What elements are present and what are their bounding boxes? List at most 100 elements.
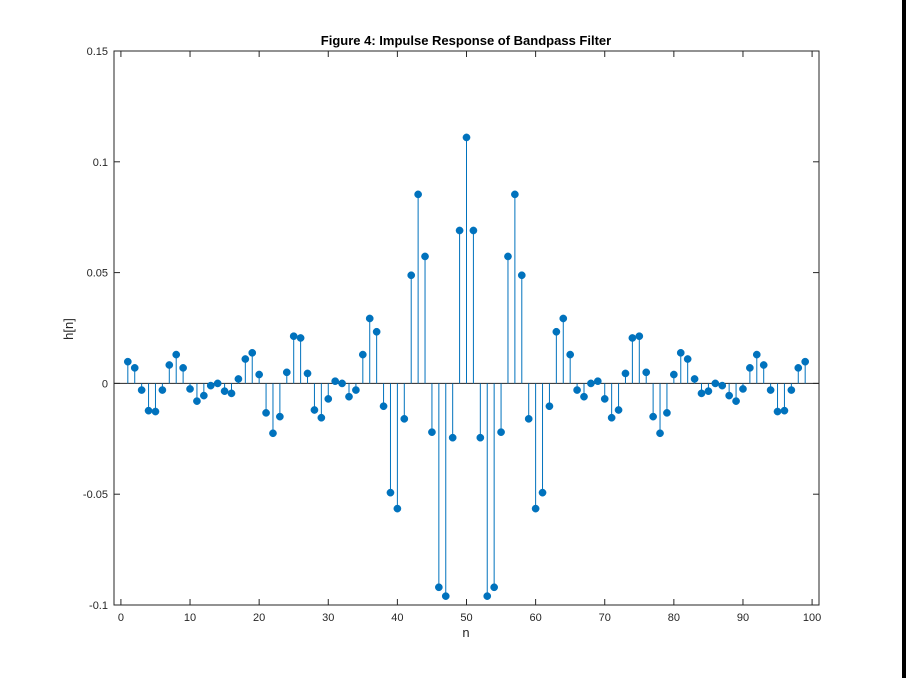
stem-marker xyxy=(476,433,485,442)
stem-marker xyxy=(538,488,547,497)
stem-marker xyxy=(310,406,319,414)
x-tick-label: 10 xyxy=(184,612,196,624)
stem-marker xyxy=(614,406,623,414)
stem-marker xyxy=(690,375,699,383)
stem-marker xyxy=(338,379,346,388)
axis-ticks xyxy=(114,50,819,606)
stem-marker xyxy=(331,377,340,386)
stem-marker xyxy=(511,190,519,199)
y-tick-label: 0 xyxy=(102,378,108,390)
stem-marker xyxy=(566,350,575,359)
stem-marker xyxy=(649,412,657,421)
stem-marker xyxy=(365,314,374,323)
stem-marker xyxy=(725,391,733,400)
stem-marker xyxy=(552,327,561,336)
stem-marker xyxy=(593,377,602,386)
stem-marker xyxy=(317,413,326,422)
stem-marker xyxy=(358,350,367,359)
stem-marker xyxy=(455,226,464,235)
stem-marker xyxy=(269,429,277,438)
stem-marker xyxy=(469,226,478,235)
stem-marker xyxy=(732,397,740,405)
stem-marker xyxy=(428,428,436,437)
stem-marker xyxy=(580,392,588,401)
stem-marker xyxy=(642,368,651,377)
stem-marker xyxy=(130,364,139,372)
stem-marker xyxy=(670,370,678,379)
stem-marker xyxy=(621,369,630,378)
stem-marker xyxy=(241,355,250,363)
x-tick-label: 30 xyxy=(322,612,334,624)
stem-marker xyxy=(587,379,595,388)
y-tick-label: -0.05 xyxy=(83,489,108,501)
stem-marker xyxy=(186,385,194,393)
stem-marker xyxy=(262,409,270,417)
stem-marker xyxy=(504,252,512,261)
stem-marker xyxy=(324,395,333,403)
stem-marker xyxy=(296,334,305,342)
stem-marker xyxy=(137,386,146,394)
stem-marker xyxy=(407,271,416,280)
stem-marker xyxy=(448,433,457,442)
stem-marker xyxy=(801,357,810,366)
stem-marker xyxy=(220,387,229,396)
stem-marker xyxy=(213,379,222,388)
x-tick-labels: 0 10 20 30 40 50 60 70 80 90 100 xyxy=(118,612,821,624)
stem-marker xyxy=(172,350,181,359)
y-tick-labels: -0.1 -0.05 0 0.05 0.1 0.15 xyxy=(83,46,108,612)
x-tick-label: 100 xyxy=(803,612,821,624)
stem-marker xyxy=(607,413,616,422)
stem-marker xyxy=(704,387,713,396)
stem-marker xyxy=(497,428,505,437)
stem-marker xyxy=(372,327,381,336)
y-axis-label: h[n] xyxy=(61,318,76,340)
stem-marker xyxy=(400,415,409,423)
stem-marker xyxy=(683,355,692,363)
x-tick-label: 80 xyxy=(668,612,680,624)
stem-marker xyxy=(248,348,257,357)
stem-marker xyxy=(559,314,568,323)
stem-marker xyxy=(165,361,174,369)
stem-marker xyxy=(462,133,471,142)
stem-marker xyxy=(635,332,644,341)
stem-marker xyxy=(780,406,789,415)
stem-marker xyxy=(379,402,388,411)
stem-marker xyxy=(545,402,554,411)
x-tick-label: 0 xyxy=(118,612,124,624)
stem-marker xyxy=(739,385,747,393)
stem-marker xyxy=(255,370,263,379)
x-tick-label: 60 xyxy=(529,612,541,624)
stem-marker xyxy=(759,361,768,369)
stem-marker xyxy=(421,252,429,261)
x-tick-label: 50 xyxy=(460,612,472,624)
stem-marker xyxy=(234,375,243,383)
stem-marker xyxy=(746,364,754,372)
stem-marker xyxy=(773,407,782,416)
stem-markers xyxy=(123,133,810,600)
y-tick-label: 0.15 xyxy=(87,46,108,58)
chart-title: Figure 4: Impulse Response of Bandpass F… xyxy=(321,33,611,48)
stem-marker xyxy=(206,381,215,390)
stem-marker xyxy=(276,412,284,421)
x-axis-label: n xyxy=(462,625,469,640)
x-tick-label: 40 xyxy=(391,612,403,624)
stem-marker xyxy=(151,407,160,416)
stem-marker xyxy=(414,190,422,199)
stem-marker xyxy=(766,386,775,394)
stem-marker xyxy=(656,429,664,438)
y-tick-label: 0.05 xyxy=(87,268,108,280)
stem-marker xyxy=(289,332,298,341)
stem-marker xyxy=(573,386,581,394)
y-tick-label: -0.1 xyxy=(89,600,108,612)
stem-marker xyxy=(282,368,291,377)
stem-marker xyxy=(711,379,720,388)
stem-marker xyxy=(200,391,208,400)
stem-marker xyxy=(524,415,533,423)
stem-marker xyxy=(663,409,671,417)
x-tick-label: 20 xyxy=(253,612,265,624)
stem-marker xyxy=(490,583,498,592)
y-tick-label: 0.1 xyxy=(93,157,108,169)
stem-marker xyxy=(600,395,609,403)
